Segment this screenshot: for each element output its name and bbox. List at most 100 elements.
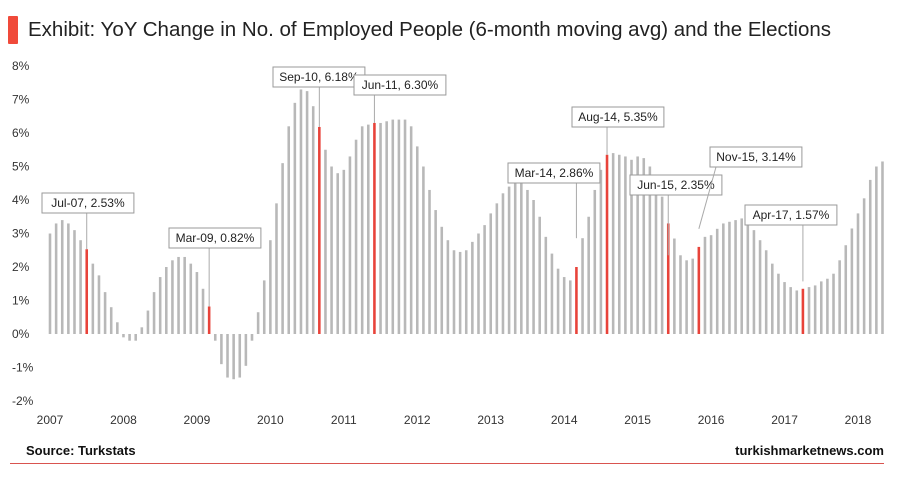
bar <box>348 156 352 334</box>
site-credit: turkishmarketnews.com <box>735 443 884 458</box>
bar <box>740 218 743 334</box>
bar <box>60 220 64 334</box>
bar <box>783 282 786 334</box>
x-tick-label: 2012 <box>404 413 431 427</box>
bar <box>91 263 95 334</box>
bar <box>128 334 131 341</box>
annotation-box <box>41 192 135 214</box>
bar <box>844 245 848 334</box>
bar <box>709 235 713 334</box>
annotation-label: Nov-15, 3.14% <box>716 150 796 164</box>
footer: Source: Turkstats turkishmarketnews.com <box>10 441 884 464</box>
bar <box>293 102 297 334</box>
bar <box>226 334 229 378</box>
bar <box>409 126 413 334</box>
bar <box>287 126 291 334</box>
y-tick-label: -1% <box>12 361 34 375</box>
bar <box>67 223 70 334</box>
bar <box>79 240 82 334</box>
bar <box>771 263 774 334</box>
bar <box>673 238 676 334</box>
bar <box>715 228 719 334</box>
bar <box>550 253 554 334</box>
bar <box>777 273 780 334</box>
bar <box>501 193 505 334</box>
bar <box>262 280 266 334</box>
bar <box>54 223 58 334</box>
annotation-label: Sep-10, 6.18% <box>279 70 359 84</box>
bar <box>452 250 456 334</box>
bar <box>379 122 382 334</box>
y-tick-label: 2% <box>12 260 30 274</box>
bar <box>146 310 150 334</box>
bar <box>201 288 205 334</box>
bar <box>336 173 339 334</box>
bar <box>630 159 633 334</box>
bar <box>507 186 511 334</box>
bar <box>819 281 823 334</box>
bar <box>617 154 621 334</box>
chart-title-bar: Exhibit: YoY Change in No. of Employed P… <box>8 14 831 46</box>
bar <box>103 292 107 334</box>
bar <box>73 230 76 334</box>
bar <box>213 334 217 341</box>
bar <box>532 200 535 334</box>
annotation-box <box>507 162 601 184</box>
x-tick-label: 2011 <box>331 413 357 427</box>
x-tick-label: 2010 <box>257 413 284 427</box>
bar <box>385 121 388 335</box>
bar <box>691 258 695 334</box>
bar <box>177 256 180 334</box>
bar-highlight <box>605 154 609 334</box>
bar <box>134 334 137 341</box>
x-tick-label: 2008 <box>110 413 137 427</box>
bar <box>868 179 872 334</box>
bar <box>881 161 884 334</box>
bar <box>581 238 584 334</box>
y-tick-label: 4% <box>12 193 30 207</box>
bar <box>746 221 750 334</box>
annotation-box <box>571 106 665 128</box>
bar <box>477 233 480 334</box>
bar <box>244 334 248 366</box>
bar <box>495 203 499 334</box>
x-tick-label: 2014 <box>551 413 578 427</box>
bar <box>624 156 627 334</box>
bar <box>464 250 468 334</box>
bar <box>422 166 425 334</box>
bar <box>703 236 707 334</box>
source-note: Source: Turkstats <box>26 443 136 458</box>
bar <box>446 240 450 334</box>
bar-highlight <box>697 246 701 334</box>
bar <box>562 277 566 334</box>
y-tick-label: -2% <box>12 394 34 408</box>
chart-title: Exhibit: YoY Change in No. of Employed P… <box>28 18 832 41</box>
bar <box>183 256 186 334</box>
bar <box>526 189 529 334</box>
bar <box>636 156 639 334</box>
bar <box>599 169 603 334</box>
election-annotations: Jul-07, 2.53%Mar-09, 0.82%Sep-10, 6.18%J… <box>41 66 838 307</box>
bar <box>660 196 664 334</box>
annotation-box <box>168 227 262 249</box>
bar <box>330 166 333 334</box>
bar-highlight <box>666 223 670 334</box>
annotation-label: Mar-14, 2.86% <box>515 166 594 180</box>
bar <box>813 285 817 334</box>
bar <box>679 255 682 334</box>
y-axis: 8% 7% 6% 5% 4% 3% 2% 1% 0% -1% -2% <box>12 59 34 408</box>
x-tick-label: 2013 <box>477 413 504 427</box>
bar <box>764 250 768 334</box>
bar-highlight <box>318 126 321 334</box>
bar <box>220 334 223 365</box>
bar <box>593 189 597 334</box>
bar <box>569 280 572 334</box>
annotation-label: Jun-15, 2.35% <box>637 178 715 192</box>
bar <box>875 166 878 334</box>
bar <box>654 179 658 334</box>
bar <box>826 278 829 334</box>
bar <box>367 124 370 334</box>
bar <box>642 158 646 334</box>
annotation-box <box>629 174 723 196</box>
y-tick-label: 3% <box>12 227 30 241</box>
